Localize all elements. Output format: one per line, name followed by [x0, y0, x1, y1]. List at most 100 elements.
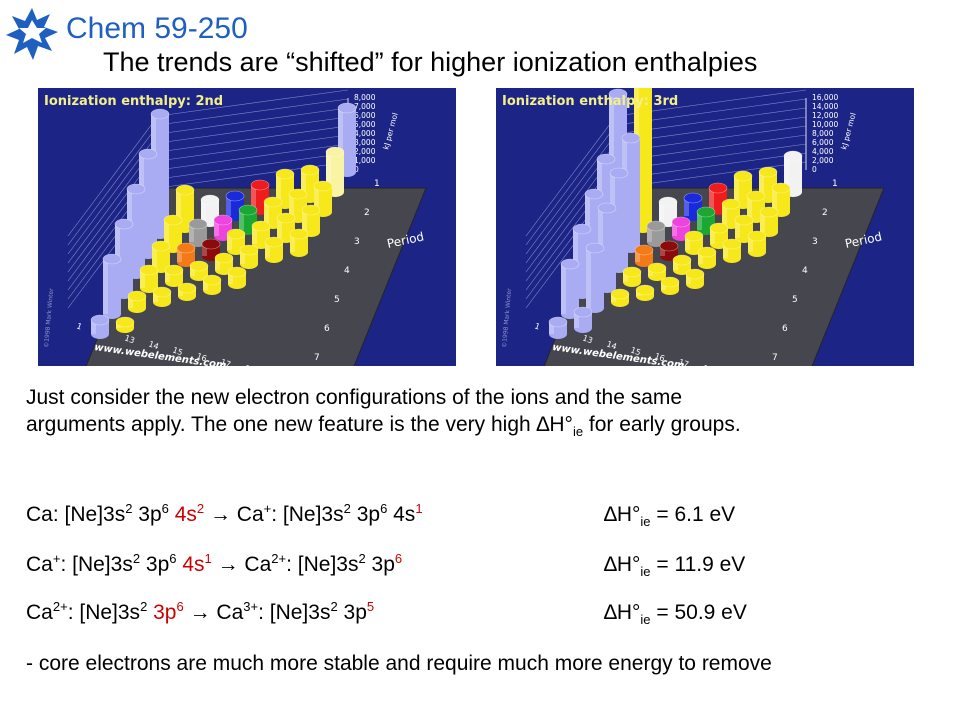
superscript: 2	[343, 501, 351, 516]
element-bar	[733, 170, 753, 182]
element-bar	[164, 220, 169, 248]
element-bar	[276, 212, 296, 224]
equation-text: 3p	[132, 503, 162, 526]
element-bar	[696, 206, 716, 218]
element-bar	[734, 214, 754, 226]
group-label: 16	[653, 351, 666, 363]
element-bar	[175, 184, 195, 196]
element-bar	[684, 198, 689, 216]
grid-line	[157, 89, 349, 117]
superscript: 1	[415, 501, 423, 516]
element-bar	[91, 329, 109, 339]
grid-line	[157, 143, 349, 171]
element-bar	[672, 222, 677, 236]
group-label: 18	[243, 363, 256, 366]
element-bar	[561, 264, 579, 314]
element-bar	[102, 253, 122, 265]
element-bar	[760, 212, 778, 232]
tick-label: 10,000	[812, 120, 838, 129]
element-bar	[264, 236, 284, 248]
element-bar	[661, 282, 666, 290]
university-logo-icon	[6, 8, 58, 60]
group-label: 13	[123, 333, 136, 345]
element-bar	[226, 228, 246, 240]
element-bar	[685, 268, 705, 280]
element-bar	[648, 271, 666, 281]
element-bar	[635, 284, 655, 296]
element-bar	[153, 297, 171, 307]
equation-text: Ca	[26, 553, 53, 576]
element-bar	[301, 170, 306, 198]
element-bar	[560, 258, 580, 270]
equation-text: 3p	[140, 553, 170, 576]
element-bar	[747, 230, 767, 242]
tick-label: 7,000	[354, 102, 376, 111]
tick-label: 8,000	[812, 129, 834, 138]
element-bar	[772, 188, 790, 212]
unit-label: kJ per mol	[381, 112, 399, 151]
element-bar	[288, 188, 308, 200]
superscript: 2	[358, 551, 366, 566]
element-bar	[251, 185, 256, 210]
tick-label: 0	[354, 165, 359, 174]
element-bar	[228, 272, 233, 284]
superscript: 2	[132, 551, 141, 566]
superscript: +	[52, 551, 61, 566]
element-bar	[214, 220, 219, 236]
period-label: 6	[782, 324, 788, 334]
element-bar	[128, 296, 133, 308]
element-bar	[200, 194, 220, 206]
element-bar	[784, 156, 789, 192]
element-bar	[708, 182, 728, 194]
element-bar	[263, 196, 283, 208]
element-bar	[103, 259, 121, 314]
element-bar	[265, 242, 270, 258]
tick-label: 2,000	[812, 156, 834, 165]
element-bar	[152, 286, 172, 298]
grid-line	[525, 115, 617, 237]
group-label: 14	[605, 339, 618, 351]
grid-line	[157, 116, 349, 144]
element-bar	[164, 264, 184, 276]
equation-text: : [Ne]3s	[67, 601, 141, 624]
grid-line	[67, 115, 159, 237]
element-bar	[722, 204, 727, 224]
copyright-label: ©1998 Mark Winter	[43, 288, 55, 349]
element-bar	[759, 172, 764, 198]
delta-h-symbol: ∆H°	[604, 553, 641, 576]
element-bar	[610, 288, 630, 300]
element-bar	[586, 248, 604, 308]
element-bar	[90, 314, 110, 326]
chart-title: Ionization enthalpy: 2nd	[44, 94, 224, 109]
element-bar	[150, 108, 170, 120]
group-label: 1	[75, 321, 83, 331]
tick-label: 16,000	[812, 93, 838, 102]
element-bar	[265, 253, 283, 263]
equation-text: 3p	[365, 553, 395, 576]
equation-text: Ca: [Ne]3s	[26, 503, 126, 526]
element-bar	[748, 247, 766, 257]
tick-label: 6,000	[812, 138, 834, 147]
element-bar	[586, 248, 591, 308]
element-bar	[771, 182, 791, 194]
superscript: 2+	[52, 599, 68, 614]
grid-line	[157, 134, 349, 162]
superscript: 6	[169, 551, 177, 566]
paragraph-line-2a: arguments apply. The one new feature is …	[26, 413, 537, 436]
group-label: 17	[677, 357, 690, 366]
superscript: 1	[204, 551, 212, 566]
ie-subscript: ie	[640, 564, 651, 580]
group-label: 14	[147, 339, 160, 351]
chart-graphic: 01,0002,0003,0004,0005,0006,0007,0008,00…	[43, 89, 427, 366]
superscript: 5	[366, 599, 375, 614]
element-bar	[138, 148, 158, 160]
equation-text: 4s	[168, 503, 197, 526]
element-bar	[251, 220, 271, 232]
element-bar	[178, 288, 183, 296]
element-bar	[661, 285, 679, 295]
element-bar	[226, 196, 231, 216]
element-bar	[338, 108, 343, 172]
element-bar	[189, 260, 209, 272]
element-bar	[240, 250, 245, 264]
element-bar	[660, 246, 665, 256]
